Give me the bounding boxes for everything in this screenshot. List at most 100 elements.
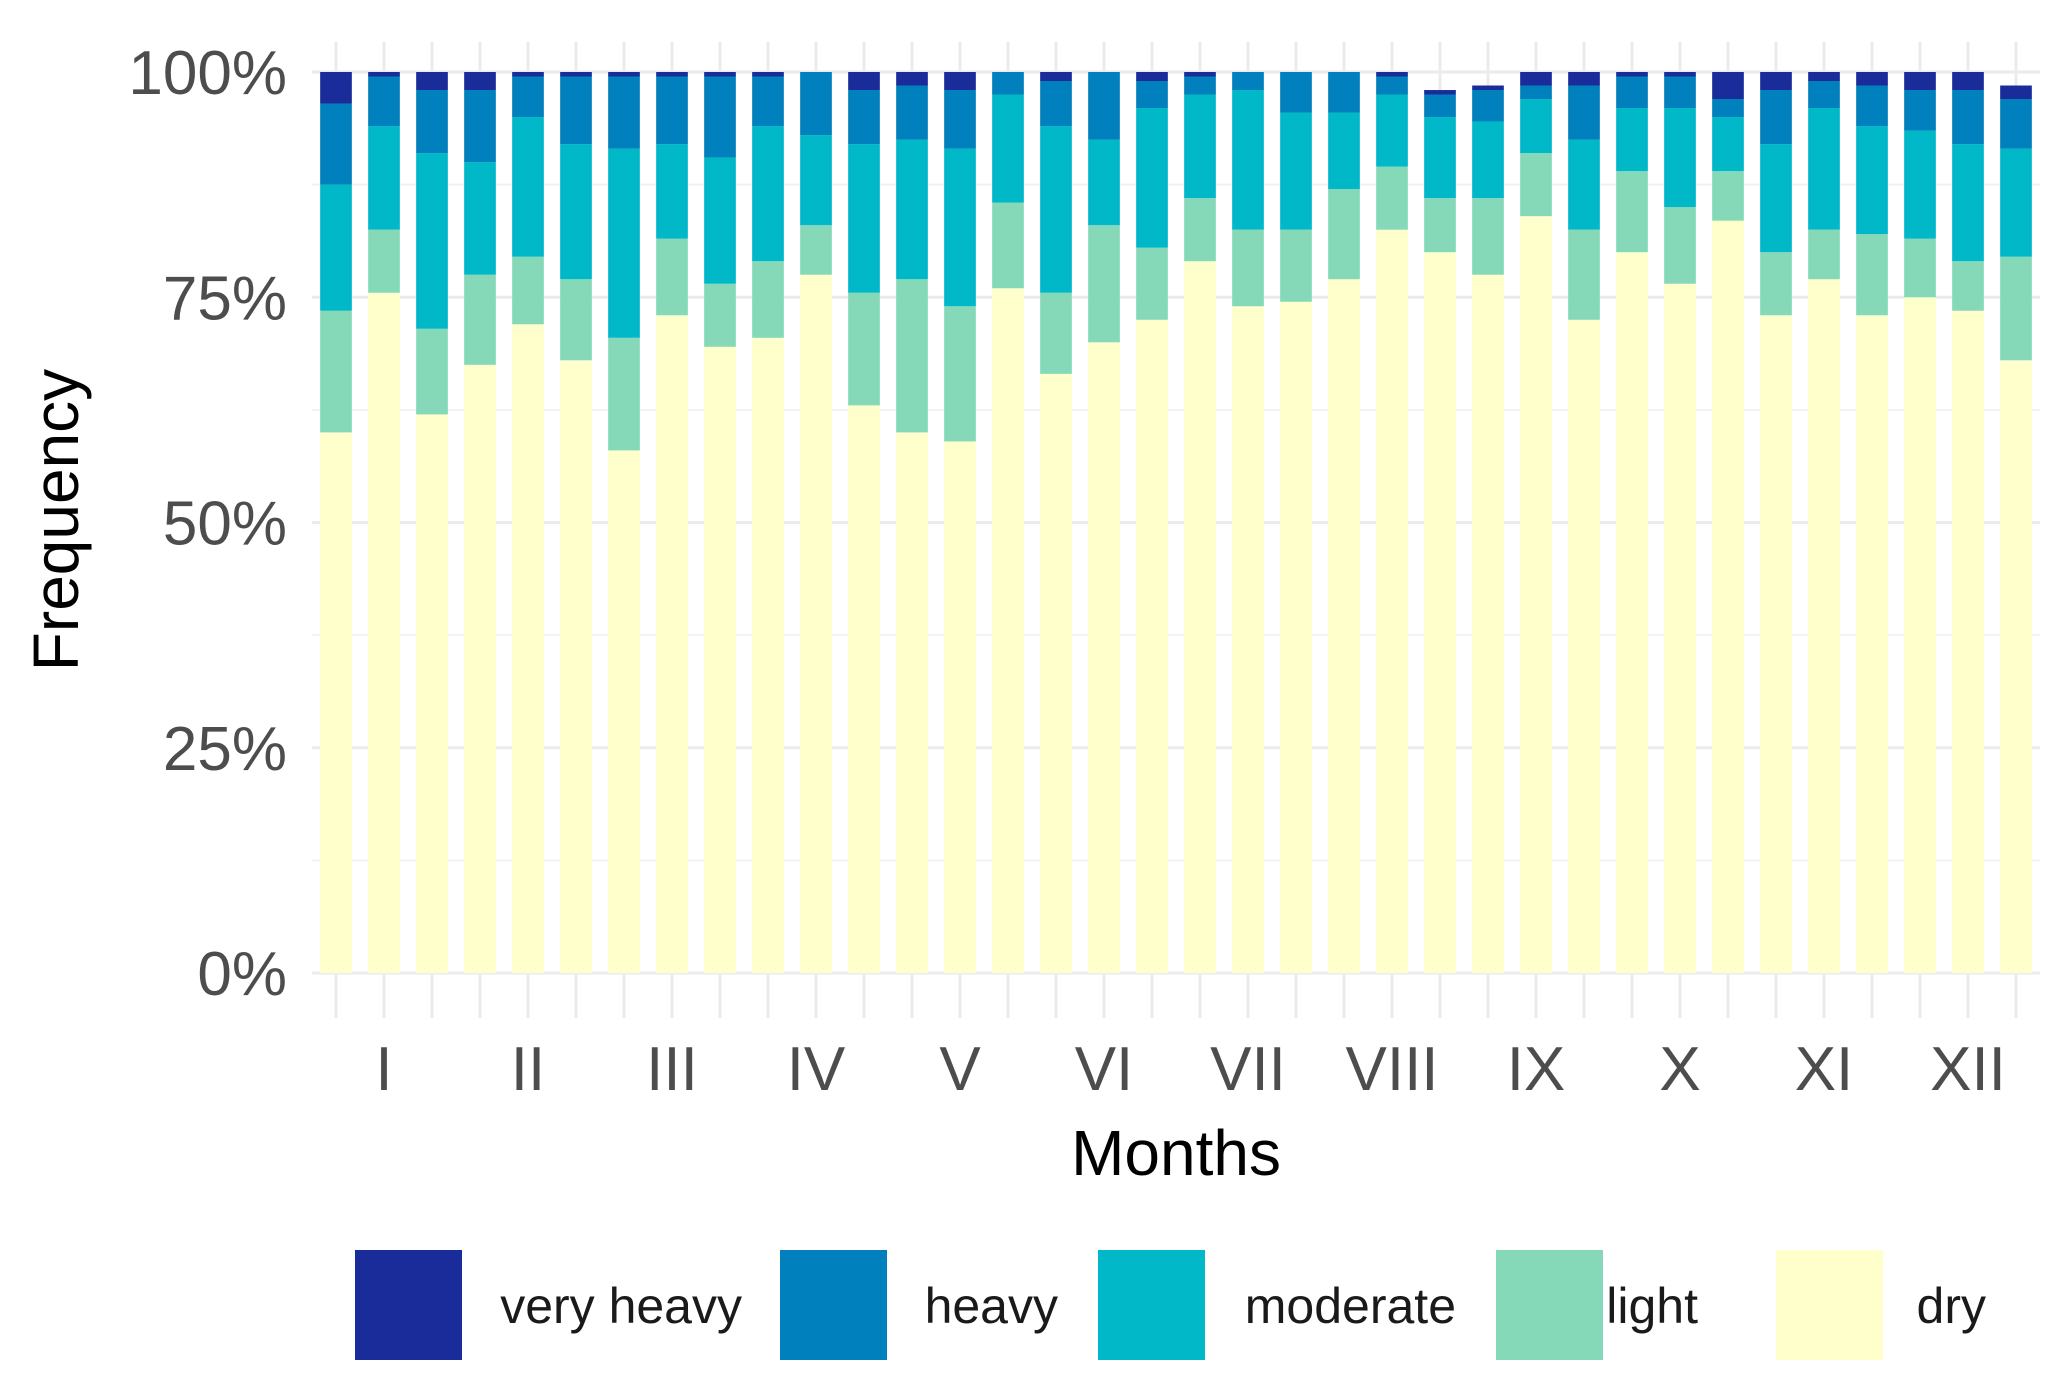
bar-dry-V-3 [992,288,1024,973]
bar-dry-II-1 [464,364,496,973]
bar-dry-IX-1 [1472,274,1504,974]
bar-dry-VIII-3 [1424,252,1456,973]
bar-light-I-3 [416,328,448,415]
bar-heavy-VII-2 [1232,72,1264,91]
y-tick-label: 50% [163,490,287,559]
bar-very-heavy-XI-2 [1808,72,1840,82]
bar-heavy-III-3 [704,76,736,158]
bar-light-VIII-3 [1424,198,1456,253]
bar-heavy-III-1 [608,76,640,149]
bar-moderate-VI-3 [1136,108,1168,248]
legend-label-dry: dry [1917,1278,1986,1334]
bar-light-VIII-1 [1328,189,1360,280]
bar-heavy-II-3 [560,76,592,145]
bar-very-heavy-XI-3 [1856,72,1888,86]
bar-dry-IV-1 [752,337,784,973]
bar-moderate-X-3 [1712,117,1744,172]
bar-heavy-VIII-2 [1376,76,1408,95]
bar-heavy-V-1 [896,85,928,140]
bar-moderate-XI-3 [1856,126,1888,235]
bars [320,72,2032,974]
bar-moderate-VIII-2 [1376,94,1408,167]
bar-light-IX-2 [1520,153,1552,217]
bar-light-II-2 [512,256,544,325]
bar-heavy-XI-1 [1760,90,1792,145]
bar-heavy-II-1 [464,90,496,163]
bar-moderate-IV-1 [752,126,784,262]
bar-moderate-IV-2 [800,135,832,226]
bar-very-heavy-I-2 [368,72,400,77]
bar-very-heavy-III-1 [608,72,640,77]
bar-heavy-VIII-3 [1424,94,1456,118]
bar-light-XI-2 [1808,229,1840,280]
bar-moderate-IX-1 [1472,121,1504,199]
y-tick-label: 100% [128,39,287,108]
bar-heavy-I-3 [416,90,448,154]
legend-label-moderate: moderate [1245,1278,1456,1334]
legend-key-very-heavy [355,1250,462,1360]
bar-moderate-X-2 [1664,108,1696,208]
bar-moderate-III-2 [656,144,688,239]
bar-heavy-IV-1 [752,76,784,127]
bar-heavy-IX-1 [1472,90,1504,122]
bar-moderate-V-2 [944,148,976,307]
bar-light-IV-1 [752,261,784,338]
bar-very-heavy-X-1 [1616,72,1648,77]
x-tick-label: XII [1930,1035,2006,1104]
bar-very-heavy-VIII-2 [1376,72,1408,77]
bar-dry-XI-1 [1760,315,1792,973]
bar-heavy-IX-3 [1568,85,1600,140]
bar-heavy-I-1 [320,103,352,185]
x-tick-label: VI [1075,1035,1134,1104]
bar-moderate-III-3 [704,157,736,284]
bar-light-V-3 [992,202,1024,289]
bar-heavy-XI-3 [1856,85,1888,127]
bar-moderate-IV-3 [848,144,880,293]
bar-very-heavy-VI-1 [1040,72,1072,82]
bar-moderate-VIII-1 [1328,112,1360,190]
bar-heavy-VII-3 [1280,72,1312,113]
bar-moderate-VI-1 [1040,126,1072,293]
bar-very-heavy-XI-1 [1760,72,1792,91]
legend-label-heavy: heavy [925,1278,1058,1334]
y-tick-label: 75% [163,264,287,333]
bar-light-V-2 [944,306,976,442]
bar-heavy-III-2 [656,76,688,145]
axes: Months Frequency 0%25%50%75%100%I II III IV… [20,39,2006,1189]
bar-light-X-3 [1712,171,1744,221]
bar-very-heavy-VII-1 [1184,72,1216,77]
bar-dry-XI-2 [1808,279,1840,974]
bar-moderate-I-2 [368,126,400,230]
bar-moderate-VI-2 [1088,139,1120,226]
x-tick-label: IX [1507,1035,1566,1104]
bar-light-VII-3 [1280,229,1312,302]
bar-dry-VIII-2 [1376,229,1408,974]
legend: very heavy heavy moderate light dry [355,1250,1986,1360]
bar-light-V-1 [896,279,928,433]
bar-very-heavy-I-3 [416,72,448,91]
bar-moderate-II-1 [464,162,496,275]
bar-very-heavy-X-3 [1712,72,1744,100]
bar-very-heavy-VIII-3 [1424,90,1456,95]
bar-dry-X-2 [1664,283,1696,973]
bar-heavy-XII-2 [1952,90,1984,145]
bar-moderate-II-2 [512,117,544,257]
bar-moderate-XII-1 [1904,130,1936,239]
bar-heavy-II-2 [512,76,544,118]
bar-dry-XII-1 [1904,297,1936,973]
bar-light-XI-1 [1760,252,1792,316]
bar-heavy-XII-1 [1904,90,1936,131]
x-tick-label: IV [787,1035,846,1104]
bar-moderate-II-3 [560,144,592,280]
bar-moderate-XI-1 [1760,144,1792,253]
bar-moderate-VII-2 [1232,90,1264,230]
bar-dry-VI-2 [1088,342,1120,973]
bar-light-IV-2 [800,225,832,275]
bar-very-heavy-IX-3 [1568,72,1600,86]
bar-dry-III-1 [608,450,640,973]
bar-dry-III-3 [704,346,736,973]
bar-very-heavy-V-2 [944,72,976,91]
bar-dry-VI-1 [1040,373,1072,974]
bar-light-VII-1 [1184,198,1216,262]
bar-moderate-V-3 [992,94,1024,203]
